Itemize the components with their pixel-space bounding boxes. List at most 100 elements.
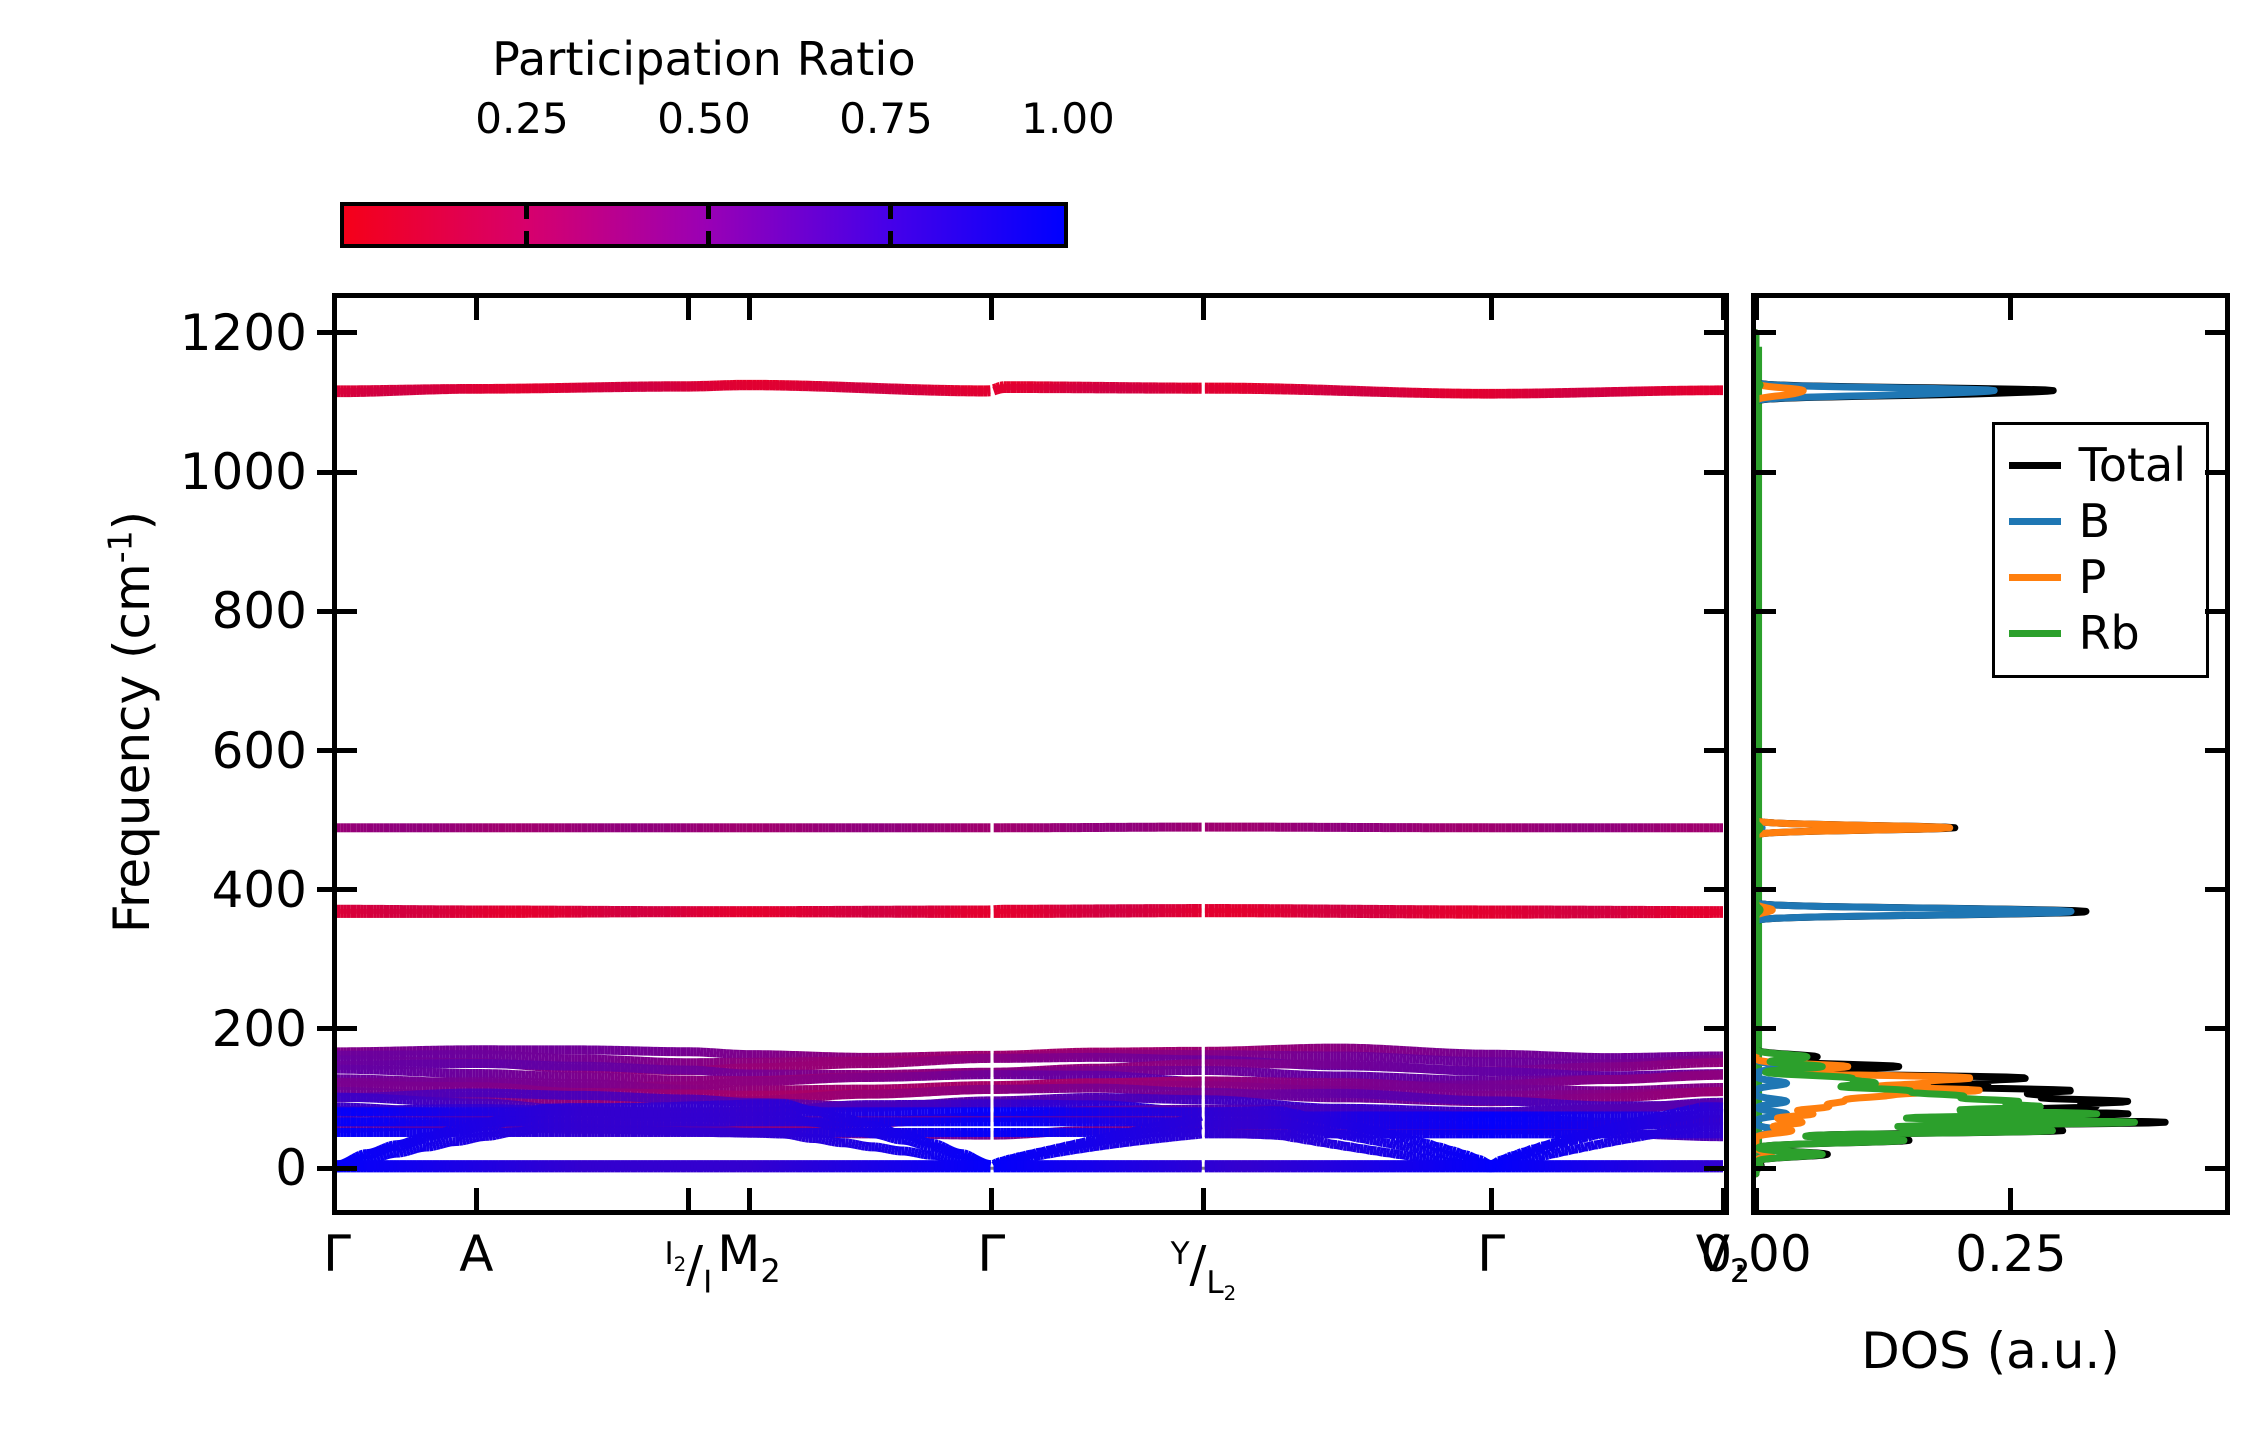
colorbar-tick-label: 0.75 bbox=[839, 94, 933, 143]
dos-y-axis-tick bbox=[1756, 330, 1776, 336]
y-axis-label-tail: ) bbox=[103, 510, 161, 531]
legend-swatch-icon bbox=[2008, 517, 2061, 525]
y-axis-tick-inner-right bbox=[1704, 469, 1724, 475]
legend-item-p[interactable]: P bbox=[2008, 549, 2186, 605]
dos-x-axis-tick-label: 0.25 bbox=[1955, 1225, 2067, 1283]
colorbar-title: Participation Ratio bbox=[492, 32, 916, 86]
colorbar-tick-label: 0.25 bbox=[475, 94, 569, 143]
x-axis-tick-label: I2/I bbox=[664, 1235, 713, 1301]
y-axis-tick-inner bbox=[337, 1165, 357, 1171]
colorbar-tick bbox=[705, 231, 711, 244]
dos-y-axis-tick bbox=[2205, 1165, 2225, 1171]
dos-y-axis-tick bbox=[1756, 1026, 1776, 1032]
dos-y-axis-tick bbox=[1756, 1165, 1776, 1171]
dos-x-axis-tick bbox=[1753, 298, 1759, 320]
y-axis-tick-inner bbox=[337, 469, 357, 475]
x-axis-tick-label: Γ bbox=[323, 1225, 351, 1283]
dos-x-axis-tick bbox=[1753, 1188, 1759, 1210]
x-axis-tick bbox=[1200, 1188, 1206, 1210]
dos-x-axis-tick bbox=[2008, 298, 2014, 320]
y-axis-tick-label: 1200 bbox=[179, 303, 307, 362]
x-axis-tick bbox=[473, 1188, 479, 1210]
colorbar-tick-labels: 0.25 0.50 0.75 1.00 bbox=[340, 94, 1115, 144]
dos-y-axis-tick bbox=[2205, 608, 2225, 614]
y-axis-tick-inner-right bbox=[1704, 748, 1724, 754]
y-axis-tick bbox=[317, 1165, 337, 1171]
legend-item-label: Rb bbox=[2078, 606, 2140, 660]
legend-item-b[interactable]: B bbox=[2008, 493, 2186, 549]
x-axis-tick-label: Γ bbox=[977, 1225, 1006, 1283]
legend-item-label: B bbox=[2078, 494, 2111, 548]
x-axis-tick-label: A bbox=[459, 1225, 494, 1283]
y-axis-tick-inner-right bbox=[1704, 330, 1724, 336]
x-axis-tick-label: Γ bbox=[1477, 1225, 1506, 1283]
colorbar-tick-label: 1.00 bbox=[1021, 94, 1115, 143]
dos-curve-p bbox=[1756, 329, 1983, 1178]
dos-y-axis-tick bbox=[2205, 748, 2225, 754]
y-axis-tick-inner bbox=[337, 1026, 357, 1032]
y-axis-tick-inner bbox=[337, 887, 357, 893]
y-axis-tick-inner bbox=[337, 748, 357, 754]
legend-item-label: P bbox=[2078, 550, 2107, 604]
legend-item-total[interactable]: Total bbox=[2008, 437, 2186, 493]
x-axis-tick bbox=[746, 1188, 752, 1210]
band-structure-plot bbox=[337, 379, 1724, 1173]
dos-x-axis-tick bbox=[2008, 1188, 2014, 1210]
colorbar-tick-label: 0.50 bbox=[657, 94, 751, 143]
y-axis-tick bbox=[317, 330, 337, 336]
legend-swatch-icon bbox=[2008, 629, 2061, 637]
x-axis-tick bbox=[1720, 1188, 1726, 1210]
y-axis-tick-label: 600 bbox=[211, 721, 307, 780]
y-axis-tick-inner-right bbox=[1704, 1165, 1724, 1171]
dos-y-axis-tick bbox=[1756, 748, 1776, 754]
x-axis-tick bbox=[473, 298, 479, 320]
dos-legend: Total B P Rb bbox=[1991, 422, 2209, 678]
dos-x-axis-label: DOS (a.u.) bbox=[1861, 1322, 2120, 1380]
y-axis-tick-inner-right bbox=[1704, 608, 1724, 614]
band-structure-panel: 0 200 400 600 800 1000 1200 Γ A I2/I M2 Γ Y/L2 Γ V2 bbox=[180, 293, 1750, 1303]
y-axis-tick-label: 800 bbox=[211, 582, 307, 641]
colorbar-tick bbox=[887, 206, 893, 219]
x-axis-tick bbox=[1488, 1188, 1494, 1210]
y-axis-tick-inner-right bbox=[1704, 887, 1724, 893]
y-axis-label: Frequency (cm-1) bbox=[100, 362, 161, 1082]
colorbar-tick bbox=[523, 231, 529, 244]
y-axis-tick-inner bbox=[337, 608, 357, 614]
legend-swatch-icon bbox=[2008, 461, 2061, 469]
legend-item-label: Total bbox=[2078, 438, 2186, 492]
x-axis-tick bbox=[1720, 298, 1726, 320]
x-axis-tick bbox=[746, 298, 752, 320]
dos-y-axis-tick bbox=[2205, 887, 2225, 893]
x-axis-tick bbox=[685, 298, 691, 320]
colorbar-tick bbox=[705, 206, 711, 219]
dos-panel: Total B P Rb 0.00 0.25 bbox=[1700, 293, 2230, 1283]
y-axis-tick-label: 0 bbox=[275, 1139, 307, 1198]
y-axis-label-exponent: -1 bbox=[100, 530, 140, 564]
dos-y-axis-tick bbox=[1756, 887, 1776, 893]
colorbar-gradient bbox=[344, 206, 1064, 244]
y-axis-tick bbox=[317, 1026, 337, 1032]
dos-y-axis-tick bbox=[2205, 469, 2225, 475]
y-axis-tick bbox=[317, 469, 337, 475]
dos-x-axis-tick-label: 0.00 bbox=[1700, 1225, 1812, 1283]
y-axis-tick bbox=[317, 748, 337, 754]
y-axis-tick bbox=[317, 608, 337, 614]
y-axis-tick-inner bbox=[337, 330, 357, 336]
dos-y-axis-tick bbox=[1756, 469, 1776, 475]
x-axis-tick bbox=[1488, 298, 1494, 320]
dos-y-axis-tick bbox=[1756, 608, 1776, 614]
colorbar-tick bbox=[523, 206, 529, 219]
x-axis-tick-label: Y/L2 bbox=[1170, 1235, 1237, 1305]
dos-y-axis-tick bbox=[2205, 1026, 2225, 1032]
y-axis-tick-label: 1000 bbox=[179, 443, 307, 502]
legend-item-rb[interactable]: Rb bbox=[2008, 605, 2186, 661]
y-axis-tick-inner-right bbox=[1704, 1026, 1724, 1032]
dos-y-axis-tick bbox=[2205, 330, 2225, 336]
x-axis-tick bbox=[988, 1188, 994, 1210]
legend-swatch-icon bbox=[2008, 573, 2061, 581]
y-axis-label-text: Frequency (cm bbox=[103, 563, 161, 934]
colorbar-tick bbox=[887, 231, 893, 244]
x-axis-tick-label: M2 bbox=[717, 1225, 781, 1290]
y-axis-tick-label: 200 bbox=[211, 999, 307, 1058]
